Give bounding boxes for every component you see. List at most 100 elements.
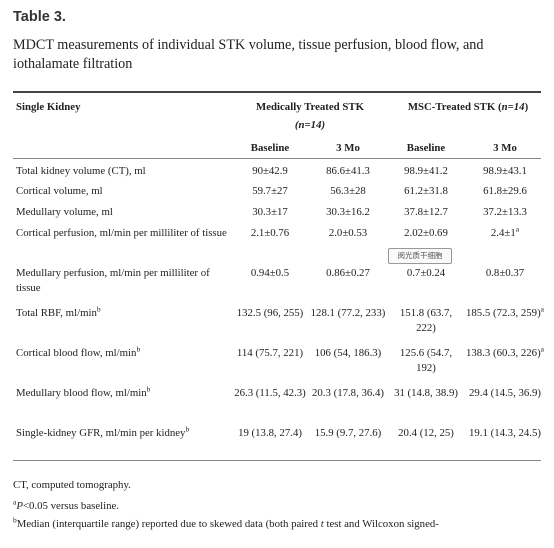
table-cell: 29.4 (14.5, 36.9) [466, 386, 544, 401]
table-cell: 132.5 (96, 255) [232, 306, 308, 321]
table-cell: 30.3±16.2 [310, 205, 386, 220]
cell-value: 128.1 (77.2, 233) [310, 307, 386, 319]
table-cell: 59.7±27 [232, 184, 308, 199]
table-cell: 61.2±31.8 [390, 184, 462, 199]
row-label: Cortical perfusion, ml/min per millilite… [16, 226, 231, 241]
footnote-a-text: <0.05 versus baseline. [22, 500, 119, 512]
table-cell: 106 (54, 186.3) [310, 346, 386, 361]
cell-value: 0.94±0.5 [250, 267, 290, 279]
table-cell: 0.86±0.27 [310, 266, 386, 281]
cell-value: 20.3 (17.8, 36.4) [312, 387, 384, 399]
cell-value: 138.3 (60.3, 226) [466, 347, 541, 359]
row-label: Total RBF, ml/minb [16, 304, 231, 321]
table-caption: MDCT measurements of individual STK volu… [13, 37, 484, 72]
table-cell: 86.6±41.3 [310, 164, 386, 179]
table-cell: 2.0±0.53 [310, 226, 386, 241]
cell-value: 15.9 (9.7, 27.6) [314, 427, 382, 439]
row-label-text: Single-kidney GFR, ml/min per kidney [16, 427, 186, 439]
footnote-b-text1: Median (interquartile range) reported du… [16, 518, 321, 530]
cell-value: 31 (14.8, 38.9) [394, 387, 458, 399]
cell-footnote-marker: a [540, 344, 545, 354]
header-rule [13, 158, 541, 159]
cell-value: 20.4 (12, 25) [398, 427, 454, 439]
cell-value: 151.8 (63.7, 222) [399, 307, 453, 334]
cell-value: 2.0±0.53 [328, 227, 368, 239]
row-label: Medullary perfusion, ml/min per millilit… [16, 266, 231, 296]
table-cell: 26.3 (11.5, 42.3) [232, 386, 308, 401]
row-label-footnote-marker: b [185, 424, 190, 434]
cell-value: 19 (13.8, 27.4) [238, 427, 302, 439]
cell-value: 37.8±12.7 [404, 206, 448, 218]
header-group2-suffix: ) [524, 101, 529, 113]
cell-value: 37.2±13.3 [483, 206, 527, 218]
table-cell: 2.02±0.69 [390, 226, 462, 241]
cell-value: 26.3 (11.5, 42.3) [234, 387, 306, 399]
cell-value: 61.8±29.6 [483, 185, 527, 197]
cell-value: 185.5 (72.3, 259) [466, 307, 541, 319]
footnote-b-t: t [320, 518, 324, 530]
footnote-a-p: P [16, 500, 23, 512]
top-rule [13, 91, 541, 93]
table-cell: 0.7±0.24 [390, 266, 462, 281]
row-label-footnote-marker: b [146, 384, 151, 394]
table-cell: 2.4±1a [466, 224, 544, 241]
table-cell: 128.1 (77.2, 233) [310, 306, 386, 321]
cell-value: 61.2±31.8 [404, 185, 448, 197]
table-cell: 2.1±0.76 [232, 226, 308, 241]
table-cell: 19.1 (14.3, 24.5) [466, 426, 544, 441]
cell-value: 2.4±1 [490, 227, 516, 239]
cell-value: 98.9±43.1 [483, 165, 527, 177]
cell-value: 125.6 (54.7, 192) [399, 347, 453, 374]
row-label: Single-kidney GFR, ml/min per kidneyb [16, 424, 231, 441]
table-label: Table 3. [13, 9, 66, 25]
table-cell: 15.9 (9.7, 27.6) [310, 426, 386, 441]
cell-value: 90±42.9 [252, 165, 288, 177]
footnote-b-marker: b [13, 515, 17, 525]
table-cell: 90±42.9 [232, 164, 308, 179]
bottom-rule [13, 460, 541, 461]
table-cell: 30.3±17 [232, 205, 308, 220]
cell-value: 2.1±0.76 [250, 227, 290, 239]
footnote-b: bMedian (interquartile range) reported d… [13, 515, 439, 532]
table-cell: 61.8±29.6 [466, 184, 544, 199]
cell-value: 29.4 (14.5, 36.9) [469, 387, 541, 399]
row-label-text: Cortical perfusion, ml/min per millilite… [16, 227, 227, 239]
header-group-msc-treated: MSC-Treated STK (n=14) [390, 100, 546, 115]
table-cell: 98.9±43.1 [466, 164, 544, 179]
row-label-text: Medullary volume, ml [16, 206, 113, 218]
table-cell: 151.8 (63.7, 222) [390, 306, 462, 336]
header-3mo-1: 3 Mo [336, 142, 360, 154]
table-cell: 20.3 (17.8, 36.4) [310, 386, 386, 401]
cell-value: 2.02±0.69 [404, 227, 448, 239]
row-label-footnote-marker: b [96, 304, 101, 314]
cell-footnote-marker: a [515, 224, 520, 234]
table-cell: 37.8±12.7 [390, 205, 462, 220]
header-group2-n: n=14 [501, 101, 525, 113]
row-label-text: Total kidney volume (CT), ml [16, 165, 146, 177]
cell-value: 132.5 (96, 255) [236, 307, 304, 319]
table-cell: 138.3 (60.3, 226)a [466, 344, 545, 361]
row-label-text: Total RBF, ml/min [16, 307, 97, 319]
footnote-a: aP<0.05 versus baseline. [13, 498, 119, 514]
cell-value: 0.7±0.24 [406, 267, 446, 279]
cell-value: 106 (54, 186.3) [314, 347, 382, 359]
header-baseline-1: Baseline [250, 142, 290, 154]
cell-value: 114 (75.7, 221) [236, 347, 304, 359]
row-label: Cortical volume, ml [16, 184, 231, 199]
row-label-footnote-marker: b [136, 344, 141, 354]
footnote-ct: CT, computed tomography. [13, 479, 131, 491]
cell-value: 0.8±0.37 [485, 267, 525, 279]
row-label-text: Cortical volume, ml [16, 185, 103, 197]
cell-value: 30.3±16.2 [326, 206, 370, 218]
table-cell: 125.6 (54.7, 192) [390, 346, 462, 376]
row-label-text: Medullary perfusion, ml/min per millilit… [16, 267, 210, 294]
footnote-b-text2: test and Wilcoxon signed- [323, 518, 439, 530]
table-cell: 185.5 (72.3, 259)a [466, 305, 544, 321]
table-cell: 98.9±41.2 [390, 164, 462, 179]
table-cell: 0.94±0.5 [232, 266, 308, 281]
cell-value: 19.1 (14.3, 24.5) [469, 427, 541, 439]
header-group1-n: (n=14) [232, 118, 388, 133]
tooltip-overlay: 阅光质干细胞 [388, 248, 452, 264]
cell-value: 86.6±41.3 [326, 165, 370, 177]
cell-value: 30.3±17 [252, 206, 288, 218]
